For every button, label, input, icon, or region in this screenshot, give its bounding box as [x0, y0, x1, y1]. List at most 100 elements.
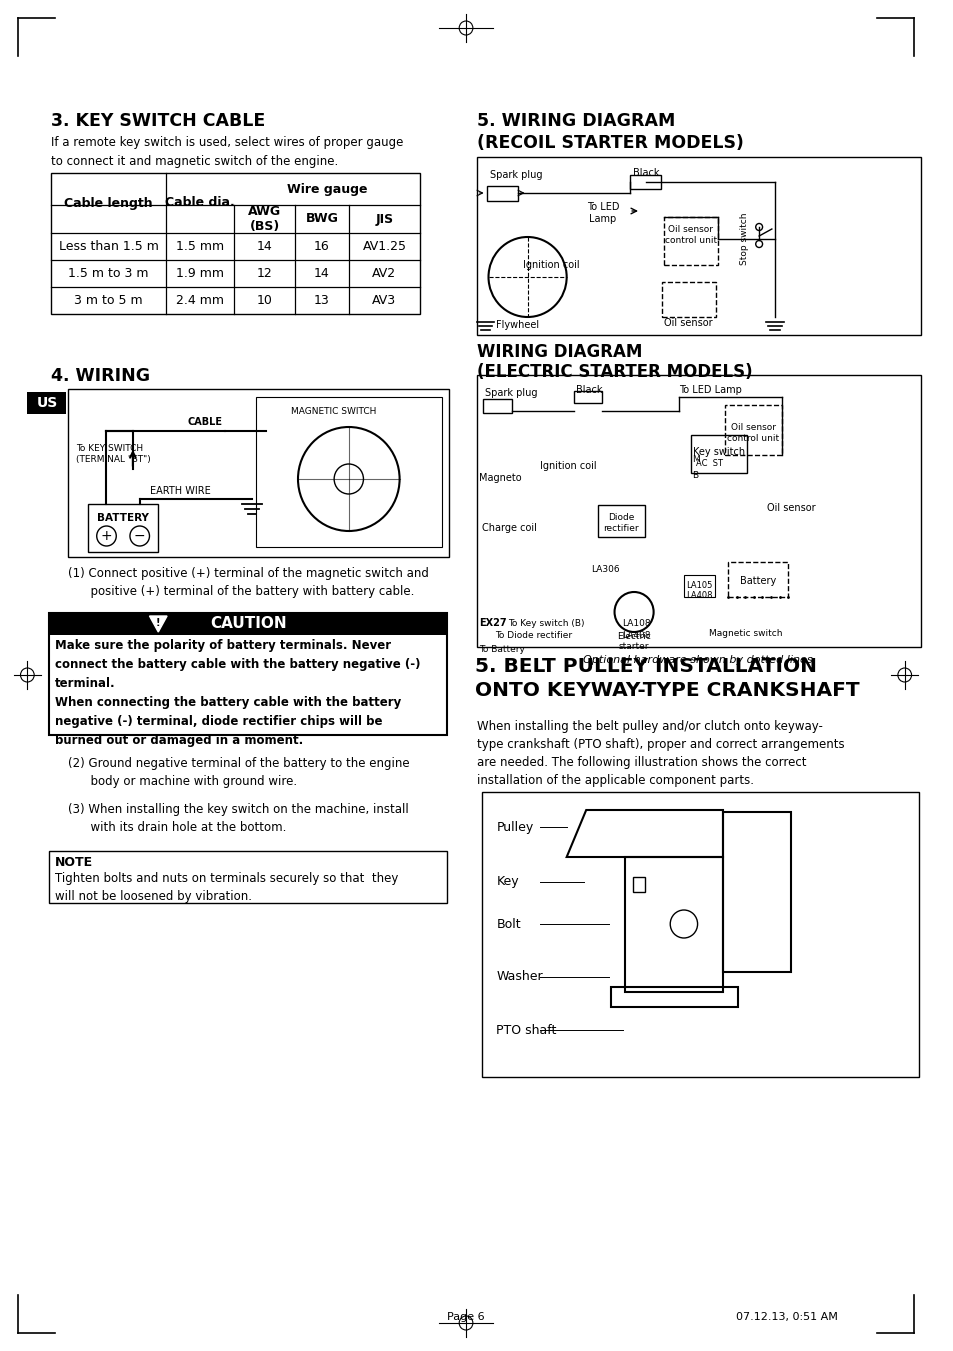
Bar	[610, 988, 737, 1006]
Text: Magnetic switch: Magnetic switch	[709, 628, 782, 638]
Text: 13: 13	[314, 295, 330, 307]
Text: (1) Connect positive (+) terminal of the magnetic switch and
      positive (+) : (1) Connect positive (+) terminal of the…	[69, 567, 429, 598]
Bar	[255, 397, 441, 547]
Bar	[481, 792, 919, 1077]
Text: To Battery: To Battery	[478, 644, 524, 654]
Text: +: +	[101, 530, 112, 543]
Text: Optional hardware shown by dotted lines.: Optional hardware shown by dotted lines.	[582, 655, 815, 665]
Text: LA108: LA108	[621, 619, 650, 627]
Text: To LED
Lamp: To LED Lamp	[586, 203, 618, 224]
Text: Magneto: Magneto	[478, 473, 521, 484]
Text: Electric
starter: Electric starter	[617, 632, 650, 651]
Text: 3 m to 5 m: 3 m to 5 m	[74, 295, 143, 307]
Bar	[683, 576, 715, 597]
Text: Cable length: Cable length	[64, 196, 152, 209]
Text: To Diode rectifier: To Diode rectifier	[495, 631, 572, 640]
Text: 14: 14	[256, 240, 273, 253]
Polygon shape	[150, 616, 167, 632]
Text: 3. KEY SWITCH CABLE: 3. KEY SWITCH CABLE	[51, 112, 265, 130]
Text: CABLE: CABLE	[188, 417, 222, 427]
Bar	[633, 877, 644, 892]
Bar	[663, 218, 718, 265]
Text: (ELECTRIC STARTER MODELS): (ELECTRIC STARTER MODELS)	[476, 363, 752, 381]
Text: AV3: AV3	[372, 295, 396, 307]
Bar	[49, 613, 447, 635]
Text: LA408: LA408	[685, 590, 712, 600]
Bar	[598, 505, 644, 536]
Bar	[51, 173, 419, 313]
Text: Wire gauge: Wire gauge	[287, 182, 367, 196]
Text: (3) When installing the key switch on the machine, install
      with its drain : (3) When installing the key switch on th…	[69, 802, 409, 834]
Text: LA105: LA105	[685, 581, 712, 589]
Text: To KEY SWITCH
(TERMINAL "ST"): To KEY SWITCH (TERMINAL "ST")	[76, 444, 151, 463]
Text: LA306: LA306	[591, 566, 619, 574]
Bar	[28, 392, 67, 413]
Text: BWG: BWG	[305, 212, 338, 226]
Text: Spark plug: Spark plug	[484, 388, 537, 399]
Text: Oil sensor
control unit: Oil sensor control unit	[726, 423, 779, 443]
Text: Black: Black	[576, 385, 602, 394]
Bar	[624, 857, 722, 992]
Bar	[727, 562, 787, 597]
Text: PTO shaft: PTO shaft	[496, 1024, 557, 1036]
Text: 2.4 mm: 2.4 mm	[176, 295, 224, 307]
Text: EX27: EX27	[478, 617, 506, 628]
Text: −: −	[133, 530, 146, 543]
Text: AV1.25: AV1.25	[362, 240, 406, 253]
Text: 1.9 mm: 1.9 mm	[176, 267, 224, 280]
Text: 07.12.13, 0:51 AM: 07.12.13, 0:51 AM	[736, 1312, 838, 1323]
Bar	[88, 504, 158, 553]
Text: Bolt: Bolt	[496, 917, 520, 931]
Text: US: US	[36, 396, 57, 409]
Text: Oil sensor
control unit: Oil sensor control unit	[664, 226, 716, 245]
Text: Tighten bolts and nuts on terminals securely so that  they
will not be loosened : Tighten bolts and nuts on terminals secu…	[54, 871, 397, 902]
Text: B: B	[692, 471, 698, 481]
Bar	[722, 812, 791, 971]
Text: (2) Ground negative terminal of the battery to the engine
      body or machine : (2) Ground negative terminal of the batt…	[69, 757, 410, 788]
Text: Oil sensor: Oil sensor	[664, 317, 712, 328]
Bar	[476, 157, 921, 335]
Text: 5. BELT PULLEY INSTALLATION: 5. BELT PULLEY INSTALLATION	[475, 657, 816, 676]
Text: EARTH WIRE: EARTH WIRE	[151, 486, 211, 496]
Text: WIRING DIAGRAM: WIRING DIAGRAM	[476, 343, 641, 361]
Text: Make sure the polarity of battery terminals. Never
connect the battery cable wit: Make sure the polarity of battery termin…	[54, 639, 419, 747]
Text: 5. WIRING DIAGRAM: 5. WIRING DIAGRAM	[476, 112, 675, 130]
Text: !: !	[156, 617, 160, 628]
Bar	[49, 613, 447, 735]
Text: If a remote key switch is used, select wires of proper gauge
to connect it and m: If a remote key switch is used, select w…	[51, 136, 403, 168]
Text: Key switch: Key switch	[692, 447, 744, 457]
Text: Cable dia.: Cable dia.	[165, 196, 235, 209]
Text: AWG
(BS): AWG (BS)	[248, 205, 281, 232]
Bar	[486, 186, 517, 201]
Bar	[724, 405, 781, 455]
Text: 14: 14	[314, 267, 330, 280]
Text: Black: Black	[633, 168, 659, 178]
Bar	[661, 282, 716, 317]
Text: BATTERY: BATTERY	[97, 513, 149, 523]
Text: 10: 10	[256, 295, 273, 307]
Text: Stop switch: Stop switch	[740, 212, 748, 265]
Text: Diode
rectifier: Diode rectifier	[603, 513, 639, 532]
Text: AV2: AV2	[372, 267, 396, 280]
Text: M: M	[691, 455, 699, 465]
Bar	[690, 435, 746, 473]
Text: Washer: Washer	[496, 970, 542, 984]
Text: 16: 16	[314, 240, 330, 253]
Text: CAUTION: CAUTION	[210, 616, 286, 631]
Bar	[476, 376, 921, 647]
Text: Charge coil: Charge coil	[481, 523, 536, 534]
Text: ONTO KEYWAY-TYPE CRANKSHAFT: ONTO KEYWAY-TYPE CRANKSHAFT	[475, 681, 859, 700]
Text: Page 6: Page 6	[447, 1312, 484, 1323]
Text: Battery: Battery	[740, 576, 776, 586]
Text: 12: 12	[256, 267, 273, 280]
Text: When installing the belt pulley and/or clutch onto keyway-
type crankshaft (PTO : When installing the belt pulley and/or c…	[476, 720, 843, 788]
Text: Key: Key	[496, 875, 518, 889]
Text: Pulley: Pulley	[496, 820, 533, 834]
Bar	[630, 176, 660, 189]
Text: Less than 1.5 m: Less than 1.5 m	[58, 240, 158, 253]
Text: NOTE: NOTE	[54, 857, 92, 869]
Text: LA408: LA408	[621, 631, 650, 640]
Bar	[482, 399, 512, 413]
Text: 4. WIRING: 4. WIRING	[51, 367, 150, 385]
Text: To LED Lamp: To LED Lamp	[679, 385, 741, 394]
